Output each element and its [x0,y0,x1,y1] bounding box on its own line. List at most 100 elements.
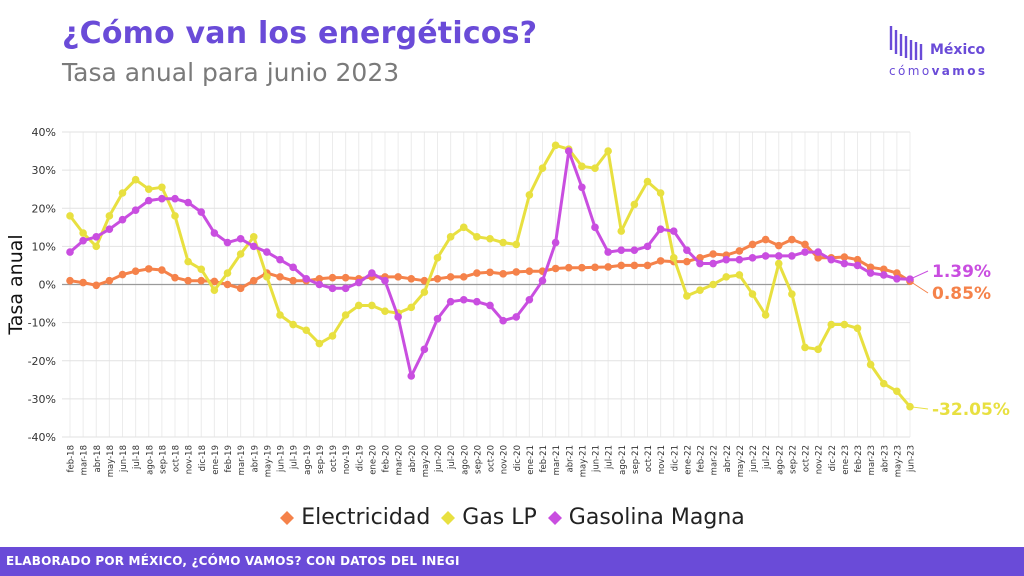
data-point [893,274,901,283]
data-point [512,313,521,321]
legend-label: Gasolina Magna [568,505,745,530]
data-point [774,259,783,268]
data-point [499,316,507,325]
y-axis-label: Tasa anual [5,234,27,335]
line-chart: 40% 30% 20% 10% 0% -10% -20% -30% -40% Tasa anual… [5,126,1010,477]
end-label: -32.05% [932,400,1010,420]
data-point [735,255,744,264]
data-point [263,248,271,256]
data-point [263,273,271,281]
y-tick-label: -40% [28,431,56,444]
footer-text: ELABORADO POR MÉXICO, ¿CÓMO VAMOS? CON D… [6,554,460,568]
x-axis: feb-18 mar-18 abr-18 may-18 jun-18 jul-18 ago-… [67,445,917,477]
x-tick-label: may-18 [106,445,116,477]
y-tick-label: 20% [32,202,56,215]
x-tick-label: ago-18 [145,445,155,475]
x-tick-label: jun-19 [277,445,287,473]
data-point [433,274,442,283]
chart-subtitle: Tasa anual para junio 2023 [62,58,400,87]
data-point [853,324,862,333]
legend-label: Gas LP [462,505,537,530]
data-point [761,235,770,244]
data-point [315,280,324,289]
data-point [683,292,691,300]
data-point [66,248,74,256]
data-point [407,303,416,312]
data-point [79,229,87,237]
data-point [144,185,153,193]
x-tick-label: abr-19 [250,445,260,472]
data-point [92,242,101,251]
data-point [394,273,402,281]
data-point [551,141,560,150]
x-tick-label: oct-22 [802,445,812,472]
x-tick-label: may-19 [263,445,273,477]
data-point [105,225,114,234]
data-point [840,320,849,329]
data-point [801,343,809,352]
data-point [223,238,232,247]
data-point [171,212,179,220]
data-point [197,265,206,274]
data-point [814,254,822,262]
data-point [459,223,468,232]
data-point [879,271,888,279]
x-tick-label: ago-22 [775,445,785,475]
legend-label: Electricidad [301,505,431,530]
legend-marker [441,510,456,525]
data-point [158,194,166,203]
x-tick-label: nov-18 [185,445,195,474]
data-point [591,223,599,232]
data-point [289,320,297,329]
y-tick-label: 30% [32,164,56,177]
x-tick-label: jun-22 [749,445,759,473]
data-point [210,277,219,286]
x-tick-label: ago-20 [460,445,470,475]
data-point [197,208,206,216]
data-point [341,311,350,319]
data-point [92,281,101,290]
data-point [683,257,691,266]
data-point [171,273,179,282]
data-point [866,360,875,369]
data-point [381,307,389,315]
data-point [499,238,507,247]
y-axis: 40% 30% 20% 10% 0% -10% -20% -30% -40% Tasa anual [5,126,56,444]
x-tick-label: feb-18 [67,445,77,473]
mexico-como-vamos-logo [889,26,923,60]
data-point [564,263,573,272]
data-point [696,259,704,268]
data-point [144,196,153,205]
x-tick-label: jul-21 [605,445,615,470]
data-point [486,268,494,277]
data-point [578,263,586,272]
x-tick-label: abr-18 [93,445,103,472]
data-point [630,261,639,270]
data-point [709,259,717,268]
data-point [617,261,626,270]
x-tick-label: mar-23 [867,445,877,475]
data-point [354,301,363,310]
data-point [473,297,481,306]
data-point [249,233,258,241]
data-point [473,233,481,241]
data-point [801,240,809,249]
data-point [289,263,297,272]
data-point [893,387,901,396]
y-tick-label: 0% [39,279,56,292]
data-point [617,246,626,254]
x-tick-label: mar-19 [237,445,247,475]
chart-grid [62,131,911,438]
legend-item: Electricidad [279,505,430,530]
end-label: 1.39% [932,262,991,282]
data-point [866,269,875,277]
x-tick-label: feb-19 [224,445,234,473]
data-point [276,273,284,281]
data-point [171,194,179,203]
footer-bar: ELABORADO POR MÉXICO, ¿CÓMO VAMOS? CON D… [0,547,1024,576]
data-point [249,242,258,251]
data-point [158,183,166,192]
data-point [748,290,757,298]
data-point [105,276,114,285]
x-tick-label: may-20 [421,445,431,477]
